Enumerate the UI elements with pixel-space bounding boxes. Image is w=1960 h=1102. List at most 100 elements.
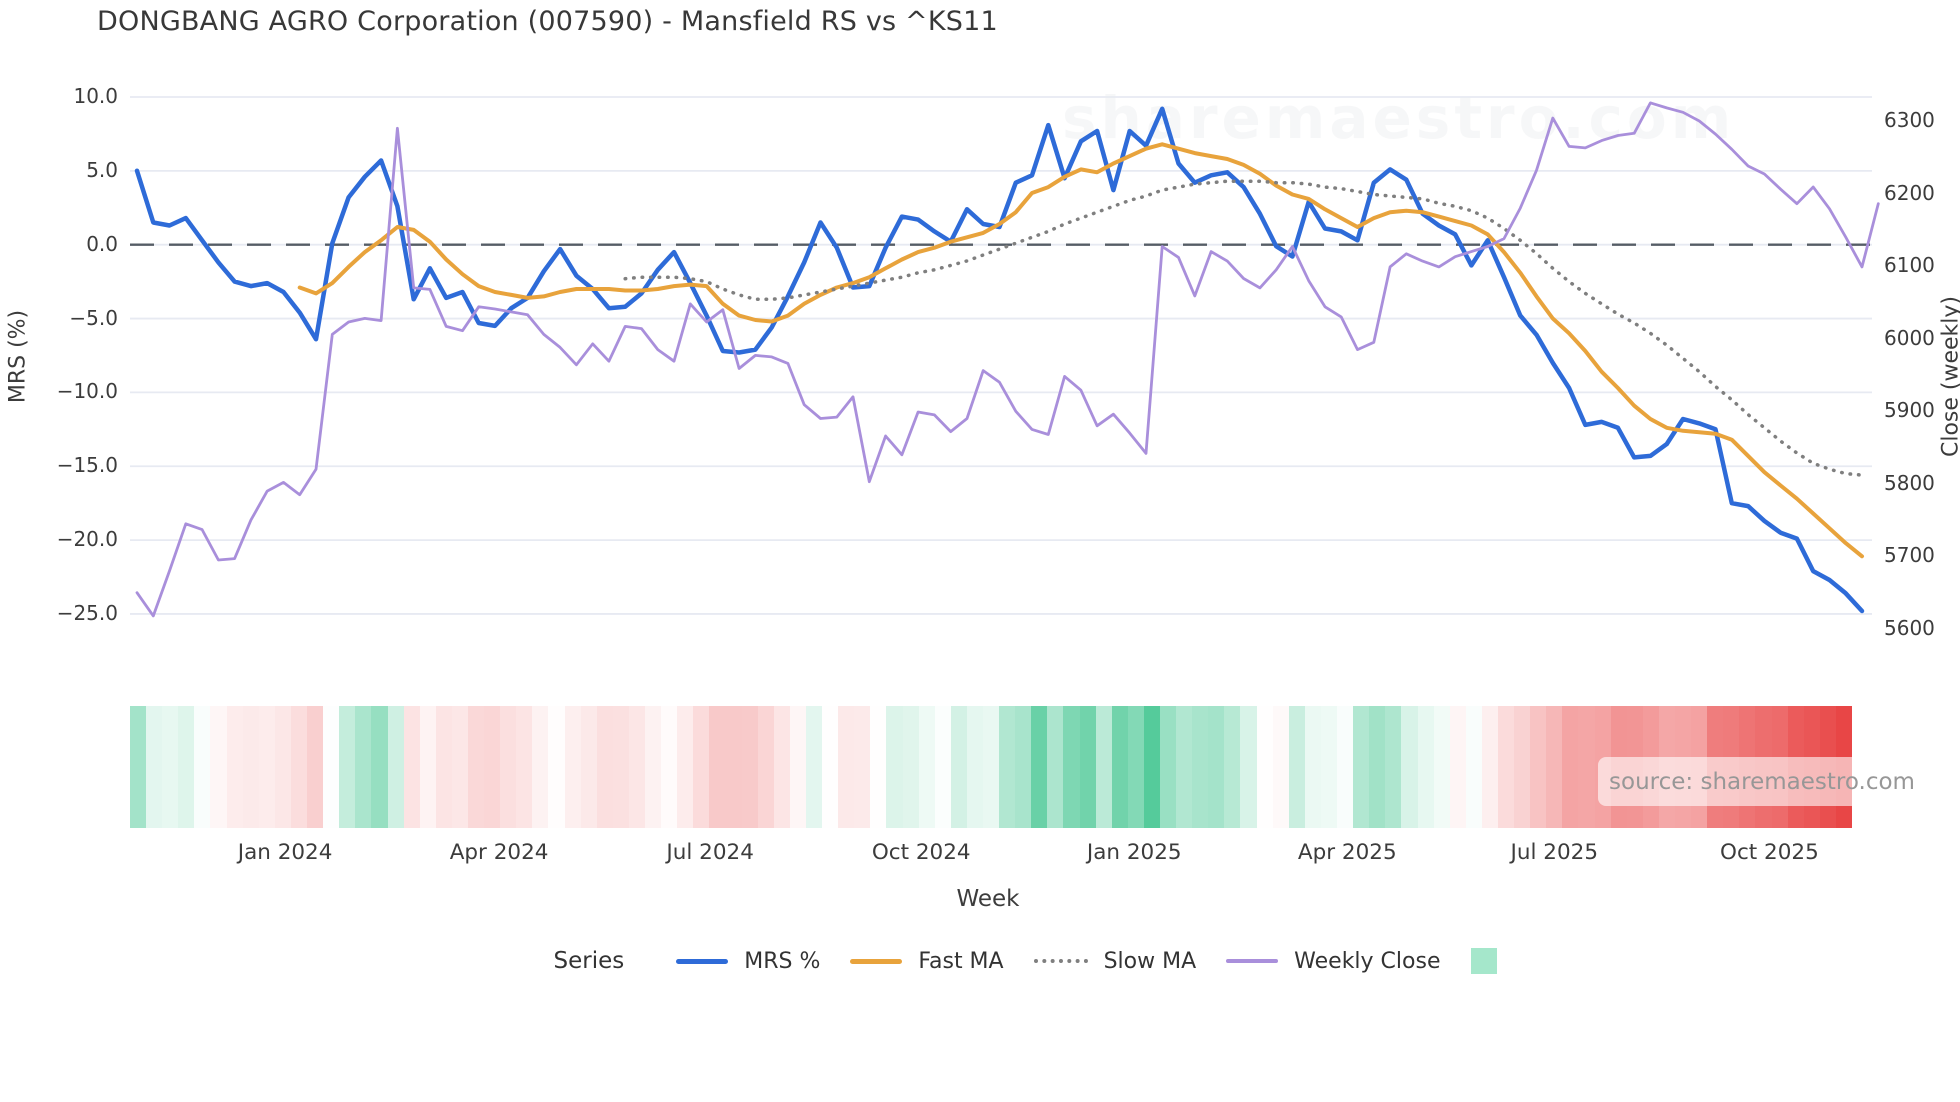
y-left-tick-label: −10.0 (56, 379, 118, 404)
legend-label-fast-ma: Fast MA (918, 948, 1004, 974)
heatmap-cell (1449, 706, 1466, 828)
x-axis-title: Week (956, 886, 1020, 912)
heatmap-cell (709, 706, 726, 828)
heatmap-cell (467, 706, 485, 828)
heatmap-cell (194, 706, 211, 828)
heatmap-cell (934, 706, 951, 828)
heatmap-cell (1320, 706, 1338, 828)
heatmap-cell (1224, 706, 1241, 828)
y-right-tick-label: 5800 (1884, 470, 1935, 495)
heatmap-cell (516, 706, 533, 828)
fast-ma-line (297, 142, 1864, 559)
slow-ma-dotted-swatch (1033, 959, 1088, 963)
heatmap-cell (419, 706, 436, 828)
heatmap-cell (258, 706, 275, 828)
heatmap-swatch (1470, 948, 1497, 974)
heatmap-cell (741, 706, 758, 828)
heatmap-cell (1176, 706, 1193, 828)
source-watermark-badge: source: sharemaestro.com (1598, 757, 1926, 806)
x-tick-label: Oct 2024 (871, 840, 971, 865)
heatmap-cell (1497, 706, 1515, 828)
heatmap-cell (162, 706, 179, 828)
heatmap-cell (484, 706, 501, 828)
heatmap-cell (210, 706, 227, 828)
heatmap-cell (789, 706, 806, 828)
y-right-tick-label: 6000 (1884, 325, 1935, 350)
y-left-tick-label: 10.0 (73, 84, 118, 108)
heatmap-cell (645, 706, 662, 828)
heatmap-cell (580, 706, 597, 828)
heatmap-cell (1111, 706, 1128, 828)
heatmap-cell (966, 706, 983, 828)
y-left-tick-labels: 10.0 5.0 0.0 −5.0 −10.0 −15.0 −20.0 −25.0 (0, 0, 124, 700)
x-tick-label: Jan 2024 (237, 840, 333, 865)
chart-title: DONGBANG AGRO Corporation (007590) - Man… (97, 6, 998, 37)
heatmap-cell (854, 706, 871, 828)
heatmap-cell (838, 706, 855, 828)
heatmap-cell (822, 706, 839, 828)
heatmap-cell (1192, 706, 1209, 828)
y-right-tick-labels: 6300 6200 6100 6000 5900 5800 5700 5600 (1878, 0, 1958, 700)
heatmap-cell (387, 706, 404, 828)
y-right-tick-label: 5600 (1884, 615, 1935, 640)
heatmap-cell (1369, 706, 1386, 828)
heatmap-cell (403, 706, 420, 828)
heatmap-cell (982, 706, 1000, 828)
heatmap-cell (1256, 706, 1273, 828)
heatmap-cell (1481, 706, 1498, 828)
heatmap-cell (1095, 706, 1112, 828)
legend-label-weekly-close: Weekly Close (1294, 948, 1441, 974)
heatmap-cell (950, 706, 967, 828)
heatmap-cell (355, 706, 372, 828)
heatmap-cell (1465, 706, 1482, 828)
heatmap-cell (548, 706, 565, 828)
heatmap-cell (1562, 706, 1579, 828)
heatmap-cell (1337, 706, 1354, 828)
heatmap-cell (532, 706, 549, 828)
heatmap-cell (1385, 706, 1402, 828)
x-tick-label: Apr 2024 (449, 840, 549, 865)
legend-label-slow-ma: Slow MA (1103, 948, 1197, 974)
x-tick-label: Jul 2024 (666, 840, 754, 865)
heatmap-cell (1433, 706, 1450, 828)
heatmap-cell (1127, 706, 1144, 828)
y-right-tick-label: 5900 (1884, 398, 1935, 423)
heatmap-cell (999, 706, 1016, 828)
heatmap-cell (242, 706, 259, 828)
heatmap-cell (1578, 706, 1595, 828)
heatmap-cell (274, 706, 291, 828)
x-tick-label: Jul 2025 (1510, 840, 1599, 865)
heatmap-cell (805, 706, 823, 828)
x-tick-label: Jan 2025 (1086, 840, 1182, 865)
slow-ma-line (623, 179, 1864, 477)
y-right-tick-label: 6100 (1884, 253, 1935, 278)
mrs-line (134, 106, 1865, 614)
heatmap-cell (1143, 706, 1160, 828)
y-right-tick-label: 6200 (1884, 180, 1935, 205)
heatmap-cell (1401, 706, 1418, 828)
heatmap-cell (290, 706, 308, 828)
heatmap-cell (1079, 706, 1096, 828)
legend-item-slow-ma: Slow MA (1033, 948, 1197, 974)
weekly-close-line-swatch (1226, 959, 1279, 963)
heatmap-cell (1353, 706, 1370, 828)
heatmap-cell (435, 706, 452, 828)
heatmap-cell (918, 706, 935, 828)
heatmap-cell (130, 706, 147, 828)
y-left-tick-label: −5.0 (69, 305, 118, 330)
heatmap-cell (1047, 706, 1064, 828)
heatmap-cell (323, 706, 340, 828)
heatmap-cell (451, 706, 468, 828)
heatmap-cell (628, 706, 645, 828)
heatmap-cell (773, 706, 790, 828)
legend-item-fast-ma: Fast MA (850, 948, 1004, 974)
heatmap-cell (725, 706, 742, 828)
heatmap-cell (886, 706, 903, 828)
heatmap-cell (1063, 706, 1080, 828)
y-left-tick-label: −15.0 (56, 453, 118, 478)
heatmap-cell (1240, 706, 1257, 828)
heatmap-cell (1417, 706, 1434, 828)
x-tick-label: Apr 2025 (1297, 840, 1397, 865)
heatmap-cell (596, 706, 613, 828)
